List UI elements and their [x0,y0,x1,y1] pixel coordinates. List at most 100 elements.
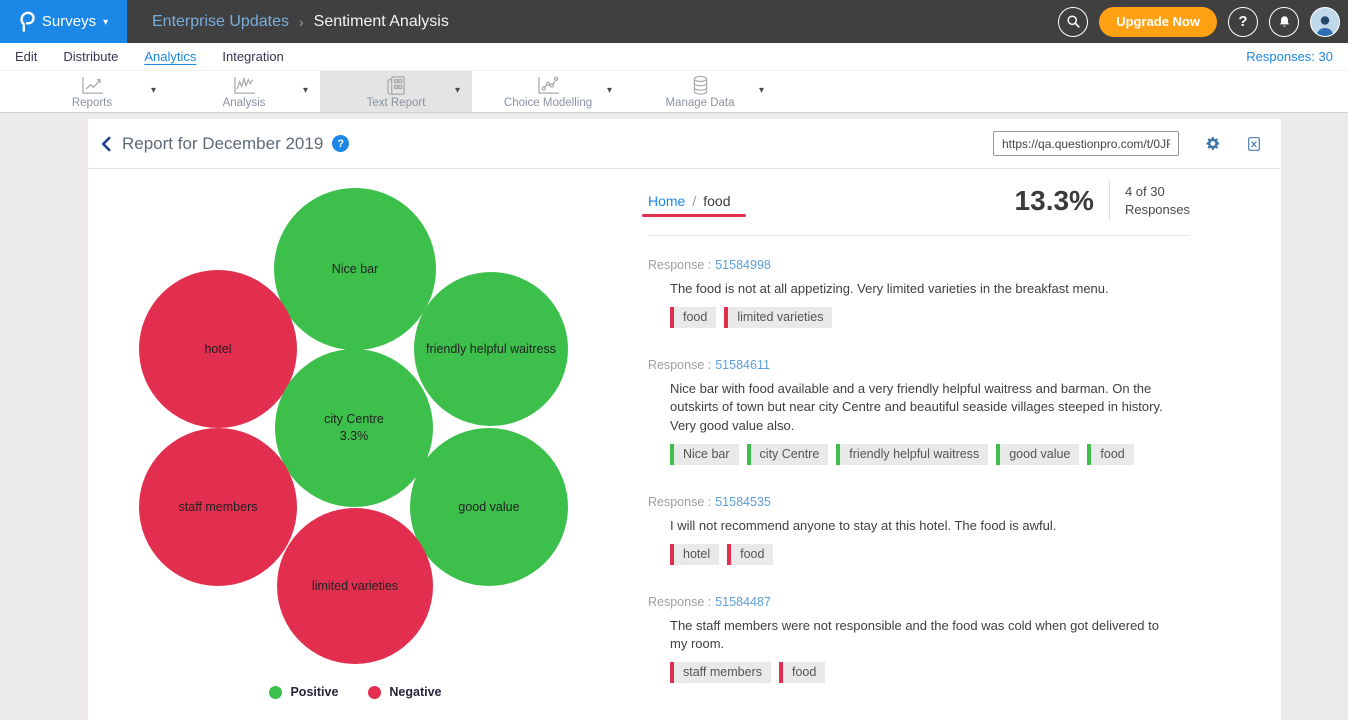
response-meta-label: Response : [648,258,712,272]
menu-item-edit[interactable]: Edit [15,49,38,64]
back-icon[interactable] [98,135,116,153]
toolbar-tab-label: Reports [71,96,113,109]
chevron-down-icon[interactable]: ▾ [606,85,612,96]
tag-food[interactable]: food [778,662,826,684]
tag-food[interactable]: food [670,307,717,329]
analysis-chart-icon [233,76,255,94]
response-meta: Response :51584487 [648,595,1190,609]
breadcrumb-separator: / [692,193,697,209]
chevron-down-icon[interactable]: ▾ [302,85,308,96]
share-url-input[interactable] [993,131,1179,156]
response-tags: hotel food [670,543,1190,565]
menu-item-analytics[interactable]: Analytics [144,49,197,64]
toolbar-tab-label: Manage Data [665,96,735,109]
bubble-city-centre[interactable]: city Centre 3.3% [275,349,433,507]
chevron-right-icon: › [298,13,304,30]
breadcrumb-survey-name: Sentiment Analysis [313,12,449,30]
chart-legend: Positive Negative [88,685,623,699]
page-content: Report for December 2019 ? [0,113,1348,720]
response-id-link[interactable]: 51584998 [715,258,771,272]
toolbar-tab-choice-modelling[interactable]: Choice Modelling ▾ [472,71,624,112]
search-button[interactable] [1058,6,1089,37]
toolbar-tab-analysis[interactable]: Analysis ▾ [168,71,320,112]
chevron-down-icon[interactable]: ▾ [150,85,156,96]
bubble-nice-bar[interactable]: Nice bar [274,188,436,350]
tag-limited-varieties[interactable]: limited varieties [724,307,833,329]
response-id-link[interactable]: 51584611 [715,358,770,373]
report-header-actions [993,131,1263,156]
scatter-chart-icon [537,76,559,94]
response-tags: staff members food [670,662,1190,684]
legend-dot-icon [368,685,382,699]
tag-friendly-helpful-waitress[interactable]: friendly helpful waitress [836,443,989,465]
response-tags: food limited varieties [670,307,1190,329]
export-excel-button[interactable] [1245,135,1263,153]
app-logo[interactable]: Surveys ▾ [0,0,127,43]
analytics-toolbar: Reports ▾ Analysis ▾ Text Report ▾ Choic… [0,71,1348,113]
notifications-button[interactable] [1269,6,1299,37]
bubble-friendly-helpful-waitress[interactable]: friendly helpful waitress [414,272,568,426]
chevron-down-icon[interactable]: ▾ [758,85,764,96]
response-text: Nice bar with food available and a very … [670,381,1163,433]
tag-staff-members[interactable]: staff members [670,662,771,684]
node-breadcrumb: Home / food [642,181,746,217]
response-id-link[interactable]: 51584487 [715,594,771,609]
questionpro-logo-icon [20,11,35,32]
question-mark-icon: ? [1238,13,1248,30]
response-text: The staff members were not responsible a… [670,617,1159,652]
tag-nice-bar[interactable]: Nice bar [670,443,739,465]
stats-divider [1108,181,1110,221]
response-meta: Response :51584535 [648,495,1190,509]
response-text: The food is not at all appetizing. Very … [670,281,1109,296]
legend-item-negative: Negative [368,685,442,699]
tag-food[interactable]: food [1087,443,1134,465]
responses-list: Response :51584998 The food is not at all… [648,258,1190,684]
chevron-down-icon[interactable]: ▾ [454,85,460,96]
bubble-label: city Centre [324,412,384,427]
bubble-good-value[interactable]: good value [410,428,568,586]
bubble-hotel[interactable]: hotel [139,270,297,428]
node-breadcrumb-current[interactable]: food [703,193,731,209]
product-name: Surveys [41,13,97,30]
bubble-label: Nice bar [331,261,379,276]
excel-export-icon [1248,136,1260,151]
menu-item-integration[interactable]: Integration [222,49,284,64]
tag-food[interactable]: food [727,543,774,565]
response-item: Response :51584611 Nice bar with food ava… [648,358,1190,465]
toolbar-tab-text-report[interactable]: Text Report ▾ [320,71,472,112]
upgrade-now-button[interactable]: Upgrade Now [1099,6,1217,37]
sentiment-bubble-chart: Nice bar hotel friendly helpful waitress ci… [88,119,648,720]
legend-label: Positive [290,685,339,699]
tag-hotel[interactable]: hotel [670,543,720,565]
legend-item-positive: Positive [269,685,338,699]
report-help-icon[interactable]: ? [332,135,350,152]
user-avatar[interactable] [1310,6,1340,37]
menu-item-distribute[interactable]: Distribute [63,49,119,64]
response-item: Response :51584998 The food is not at all… [648,258,1190,329]
bubble-limited-varieties[interactable]: limited varieties [277,508,433,664]
top-navigation-bar: Surveys ▾ Enterprise Updates › Sentiment… [0,0,1348,43]
settings-button[interactable] [1203,135,1221,153]
node-breadcrumb-home[interactable]: Home [648,193,686,209]
node-percentage: 13.3% [1014,185,1094,216]
tag-city-centre[interactable]: city Centre [746,443,829,465]
bubble-staff-members[interactable]: staff members [139,428,297,586]
responses-count-link[interactable]: Responses: 30 [1246,49,1333,64]
help-button[interactable]: ? [1228,6,1258,37]
bell-icon [1279,16,1289,27]
toolbar-tab-reports[interactable]: Reports ▾ [16,71,168,112]
node-response-count: 4 of 30 Responses [1125,183,1190,219]
toolbar-tab-manage-data[interactable]: Manage Data ▾ [624,71,776,112]
tag-good-value[interactable]: good value [996,443,1080,465]
response-meta-label: Response : [648,358,712,373]
response-item: Response :51584487 The staff members were… [648,595,1190,684]
node-response-count-line1: 4 of 30 [1124,183,1165,199]
report-header: Report for December 2019 ? [88,119,1281,169]
chevron-down-icon: ▾ [103,17,109,28]
gear-icon [1205,137,1219,150]
breadcrumb-folder[interactable]: Enterprise Updates [152,12,289,30]
bubble-label: staff members [178,499,258,514]
active-node-underline [642,214,746,217]
response-id-link[interactable]: 51584535 [715,494,771,509]
bubble-label: good value [458,499,520,514]
